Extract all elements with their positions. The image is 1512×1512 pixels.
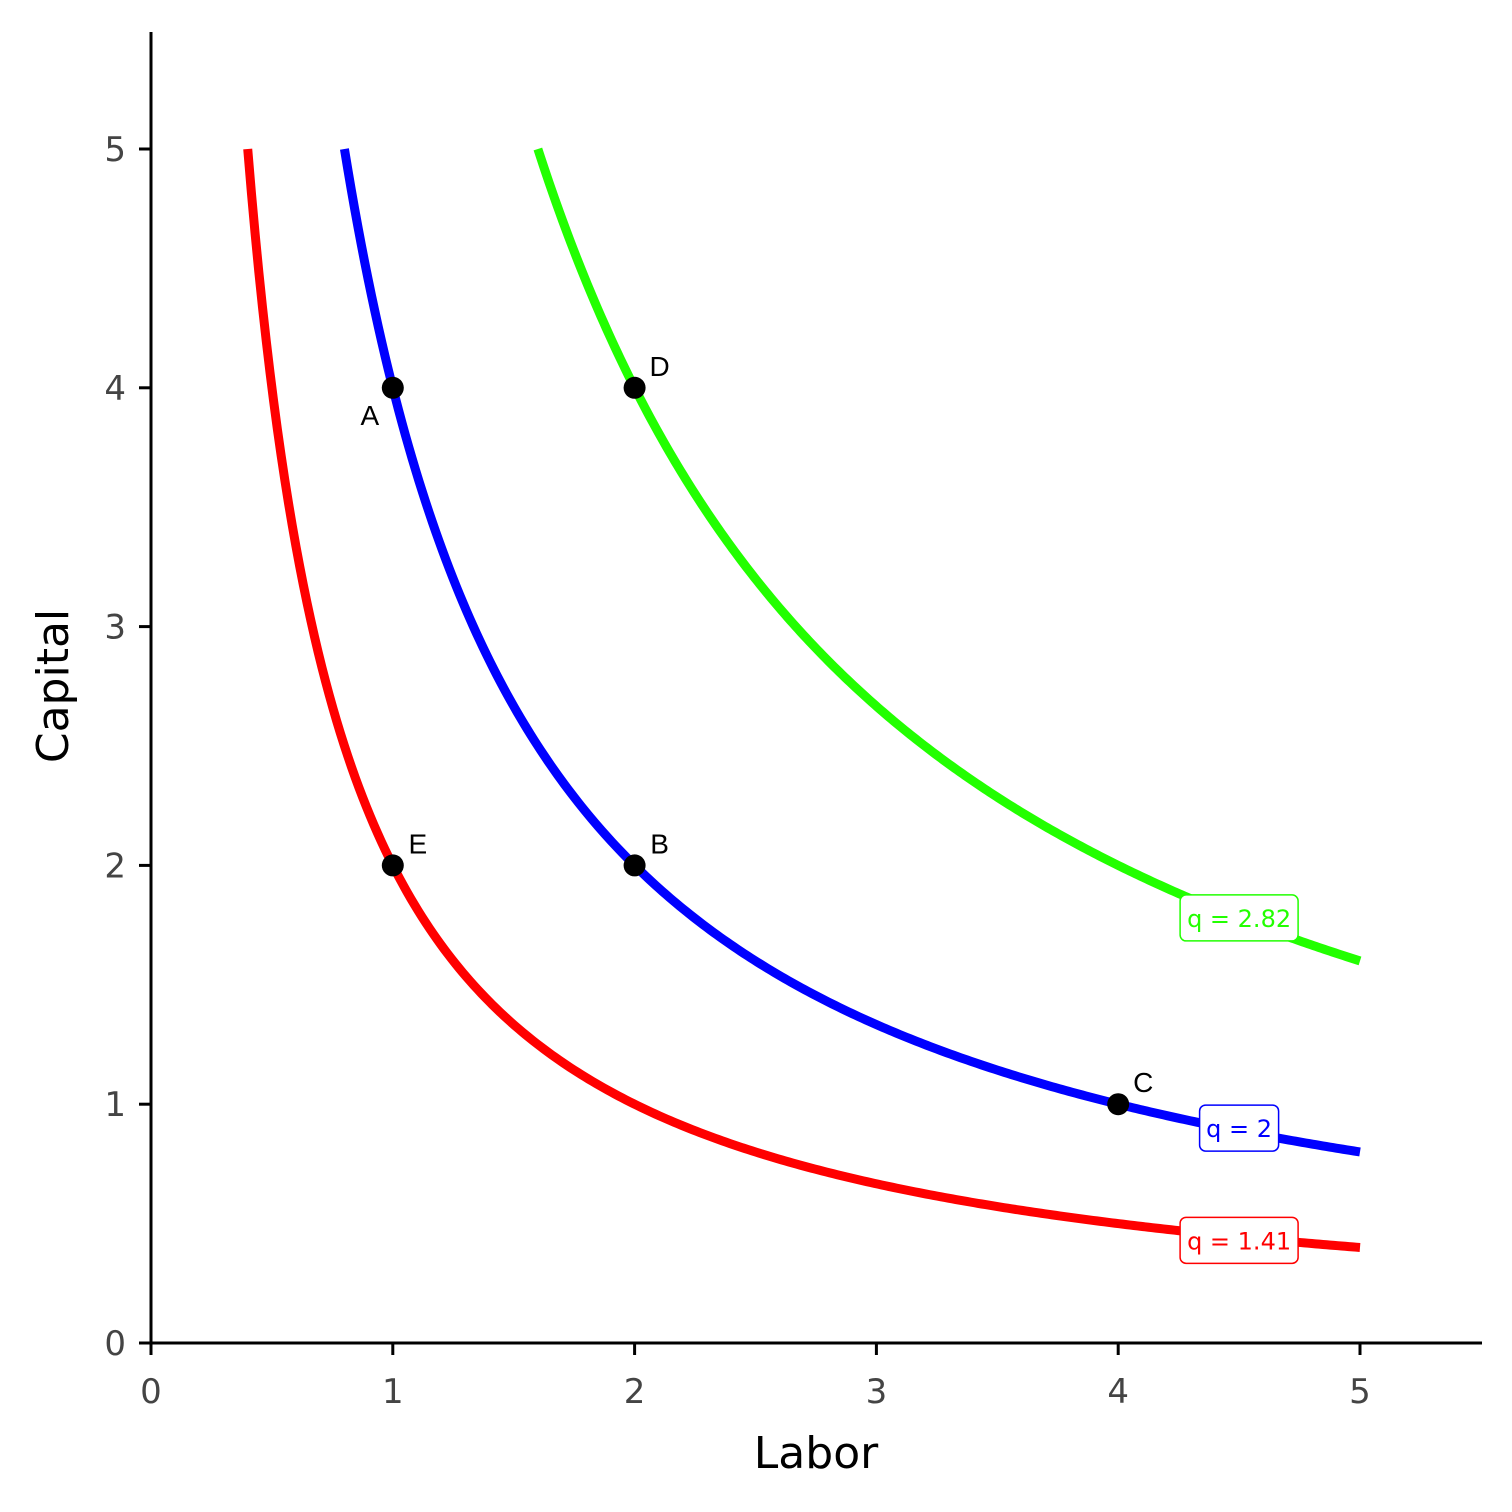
y-tick-label: 0: [104, 1324, 126, 1364]
isoquant-line: [344, 149, 1360, 1152]
x-axis-title: Labor: [754, 1428, 879, 1479]
bundle-point: [382, 377, 404, 399]
curve-labels-layer: q = 1.41 q = 2 q = 2.82: [1180, 895, 1298, 1263]
y-tick-label: 3: [104, 608, 126, 648]
points-layer: A B C D E: [360, 351, 1153, 1115]
isoquant-label: q = 2.82: [1180, 895, 1298, 941]
axes-layer: [151, 32, 1482, 1343]
y-axis-title: Capital: [28, 609, 79, 763]
bundle-point-label: D: [649, 351, 669, 382]
bundle-point: [624, 377, 646, 399]
isoquant-label: q = 1.41: [1180, 1217, 1298, 1263]
bundle-point: [1107, 1093, 1129, 1115]
bundle-point-label: A: [360, 400, 379, 431]
y-tick-label: 1: [104, 1085, 126, 1125]
x-tick-label: 4: [1107, 1372, 1129, 1412]
isoquant-label: q = 2: [1200, 1105, 1279, 1151]
x-tick-label: 1: [382, 1372, 404, 1412]
isoquant-line: [248, 149, 1360, 1247]
bundle-point-label: C: [1133, 1067, 1153, 1098]
x-tick-label: 3: [866, 1372, 888, 1412]
x-tick-label: 2: [624, 1372, 646, 1412]
y-tick-label: 5: [104, 130, 126, 170]
isoquant-label-text: q = 2.82: [1187, 905, 1291, 933]
x-tick-label: 5: [1349, 1372, 1371, 1412]
bundle-point-label: B: [650, 828, 669, 859]
y-tick-label: 4: [104, 369, 126, 409]
curves-layer: [248, 149, 1360, 1247]
y-tick-label: 2: [104, 846, 126, 886]
isoquant-label-text: q = 2: [1206, 1115, 1272, 1143]
bundle-point-label: E: [408, 828, 427, 859]
isoquant-label-text: q = 1.41: [1187, 1227, 1291, 1255]
bundle-point: [624, 854, 646, 876]
x-tick-label: 0: [140, 1372, 162, 1412]
bundle-point: [382, 854, 404, 876]
